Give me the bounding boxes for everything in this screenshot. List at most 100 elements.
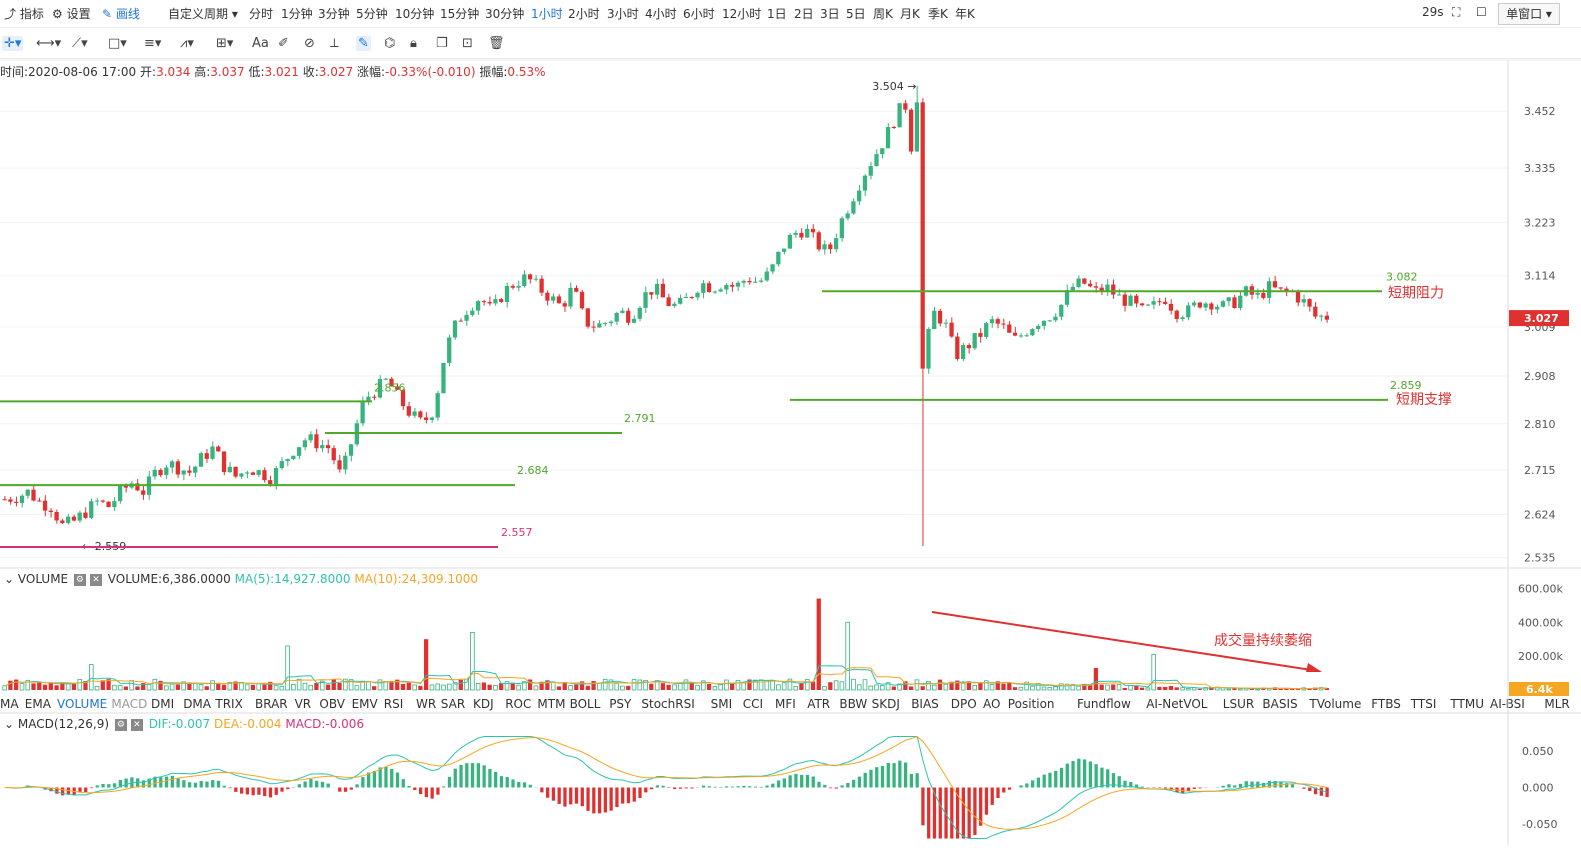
collapse-icon[interactable]: ⌄ (4, 572, 15, 586)
indicator-tab-ao[interactable]: AO (983, 697, 1001, 711)
indicator-tab-fundflow[interactable]: Fundflow (1077, 697, 1131, 711)
indicator-tab-vr[interactable]: VR (294, 697, 312, 711)
horizontal-ray-icon[interactable]: ⟷▾ (36, 36, 62, 51)
gear-icon[interactable]: ⚙ (73, 573, 86, 586)
collapse-icon[interactable]: ⌄ (4, 717, 15, 731)
indicator-tab-ai-bsi[interactable]: AI-BSI (1490, 697, 1525, 711)
period-tab-16[interactable]: 5日 (846, 7, 866, 21)
period-tab-14[interactable]: 2日 (794, 7, 814, 21)
trend-arrow (931, 611, 1319, 672)
indicator-tab-psy[interactable]: PSY (609, 697, 632, 711)
measure-icon[interactable]: ⊞▾ (216, 36, 234, 51)
indicator-tab-obv[interactable]: OBV (319, 697, 345, 711)
indicators-button[interactable]: ⤴ 指标 (4, 5, 44, 22)
crosshair-icon[interactable]: ✛▾ (2, 36, 24, 51)
period-tab-20[interactable]: 年K (955, 7, 975, 21)
indicator-tab-ai-netvol[interactable]: AI-NetVOL (1146, 697, 1208, 711)
indicator-tab-dma[interactable]: DMA (183, 697, 211, 711)
indicator-tab-mfi[interactable]: MFI (775, 697, 796, 711)
window-icon[interactable]: ☐ (1476, 5, 1487, 19)
indicator-tab-smi[interactable]: SMI (710, 697, 733, 711)
draw-button[interactable]: ✎ 画线 (102, 5, 140, 22)
window-mode-dropdown[interactable]: 单窗口 ▾ (1498, 3, 1560, 25)
period-tab-8[interactable]: 2小时 (568, 7, 600, 21)
fullscreen-icon[interactable]: ⛶ (1452, 5, 1461, 19)
indicator-tab-skdj[interactable]: SKDJ (871, 697, 900, 711)
volume-bar (1041, 686, 1047, 691)
period-tab-19[interactable]: 季K (928, 7, 948, 21)
period-tab-3[interactable]: 5分钟 (356, 7, 388, 21)
period-tab-7[interactable]: 1小时 (531, 7, 563, 21)
magnet-icon[interactable]: ⊘ (304, 36, 315, 51)
period-tab-10[interactable]: 4小时 (645, 7, 677, 21)
indicator-tab-dpo[interactable]: DPO (950, 697, 977, 711)
candle-body (2, 499, 7, 501)
indicator-tab-stochrsi[interactable]: StochRSI (641, 697, 695, 711)
wave-icon[interactable]: ⩘▾ (180, 36, 194, 51)
indicator-tab-trix[interactable]: TRIX (215, 697, 243, 711)
period-tab-17[interactable]: 周K (873, 7, 893, 21)
trend-line-icon[interactable]: ⟋▾ (72, 36, 88, 51)
period-tab-13[interactable]: 1日 (767, 7, 787, 21)
indicator-tab-lsur[interactable]: LSUR (1222, 697, 1255, 711)
indicator-tab-boll[interactable]: BOLL (569, 697, 601, 711)
period-tab-1[interactable]: 1分钟 (281, 7, 313, 21)
indicator-tab-basis[interactable]: BASIS (1262, 697, 1298, 711)
rectangle-icon[interactable]: □▾ (108, 36, 127, 51)
indicator-tab-dmi[interactable]: DMI (151, 697, 175, 711)
gear-icon[interactable]: ⚙ (114, 718, 127, 731)
indicator-tab-roc[interactable]: ROC (505, 697, 532, 711)
brush-icon[interactable]: ✐ (278, 36, 289, 51)
period-tab-5[interactable]: 15分钟 (440, 7, 480, 21)
period-tab-15[interactable]: 3日 (820, 7, 840, 21)
indicator-tab-position[interactable]: Position (1007, 697, 1055, 711)
indicator-tab-ma[interactable]: MA (0, 697, 19, 711)
period-tab-18[interactable]: 月K (900, 7, 920, 21)
trash-icon[interactable]: 🗑︎ (488, 36, 505, 51)
indicator-tab-mlr[interactable]: MLR (1544, 697, 1570, 711)
period-tab-2[interactable]: 3分钟 (318, 7, 350, 21)
settings-button[interactable]: ⚙ 设置 (52, 5, 91, 22)
lock-icon[interactable]: 🔒︎ (410, 36, 417, 51)
volume-bar (499, 682, 504, 690)
indicator-tab-kdj[interactable]: KDJ (473, 697, 494, 711)
period-tab-4[interactable]: 10分钟 (395, 7, 435, 21)
period-tab-0[interactable]: 分时 (249, 7, 274, 21)
indicator-tab-brar[interactable]: BRAR (255, 697, 288, 711)
indicator-tab-ftbs[interactable]: FTBS (1371, 697, 1401, 711)
indicator-tab-macd[interactable]: MACD (111, 697, 148, 711)
close-icon[interactable]: ✕ (130, 718, 143, 731)
candle-body (112, 501, 117, 508)
custom-period-dropdown[interactable]: 自定义周期 ▾ (168, 5, 238, 22)
period-tab-12[interactable]: 12小时 (722, 7, 762, 21)
indicator-tab-atr[interactable]: ATR (807, 697, 831, 711)
period-tab-6[interactable]: 30分钟 (485, 7, 525, 21)
indicator-tab-bias[interactable]: BIAS (911, 697, 939, 711)
high-label: 高: (194, 65, 211, 79)
indicator-tab-volume[interactable]: VOLUME (57, 697, 108, 711)
indicator-tab-cci[interactable]: CCI (742, 697, 764, 711)
indicator-tab-emv[interactable]: EMV (351, 697, 378, 711)
volume-bar (112, 684, 117, 691)
indicator-tab-rsi[interactable]: RSI (383, 697, 404, 711)
indicator-tab-wr[interactable]: WR (416, 697, 437, 711)
volume-bar (181, 681, 186, 691)
text-icon[interactable]: Aa (252, 36, 269, 51)
indicator-tab-ttmu[interactable]: TTMU (1450, 697, 1484, 711)
indicator-tab-bbw[interactable]: BBW (839, 697, 868, 711)
indicator-tab-ema[interactable]: EMA (24, 697, 51, 711)
indicator-tab-ttsi[interactable]: TTSI (1410, 697, 1437, 711)
close-icon[interactable]: ✕ (89, 573, 102, 586)
period-tab-11[interactable]: 6小时 (683, 7, 715, 21)
ruler-icon[interactable]: ⟂ (330, 36, 339, 51)
layout-icon[interactable]: ⊡ (462, 36, 473, 51)
period-tab-9[interactable]: 3小时 (607, 7, 639, 21)
volume-bar (94, 685, 100, 691)
fib-icon[interactable]: ≡▾ (144, 36, 162, 51)
eye-icon[interactable]: ⌬ (384, 36, 396, 51)
keep-drawing-icon[interactable]: ✎ (356, 36, 371, 51)
indicator-tab-sar[interactable]: SAR (440, 697, 466, 711)
indicator-tab-mtm[interactable]: MTM (537, 697, 566, 711)
indicator-tab-tvolume[interactable]: TVolume (1309, 697, 1362, 711)
copy-icon[interactable]: ❐ (436, 36, 448, 51)
